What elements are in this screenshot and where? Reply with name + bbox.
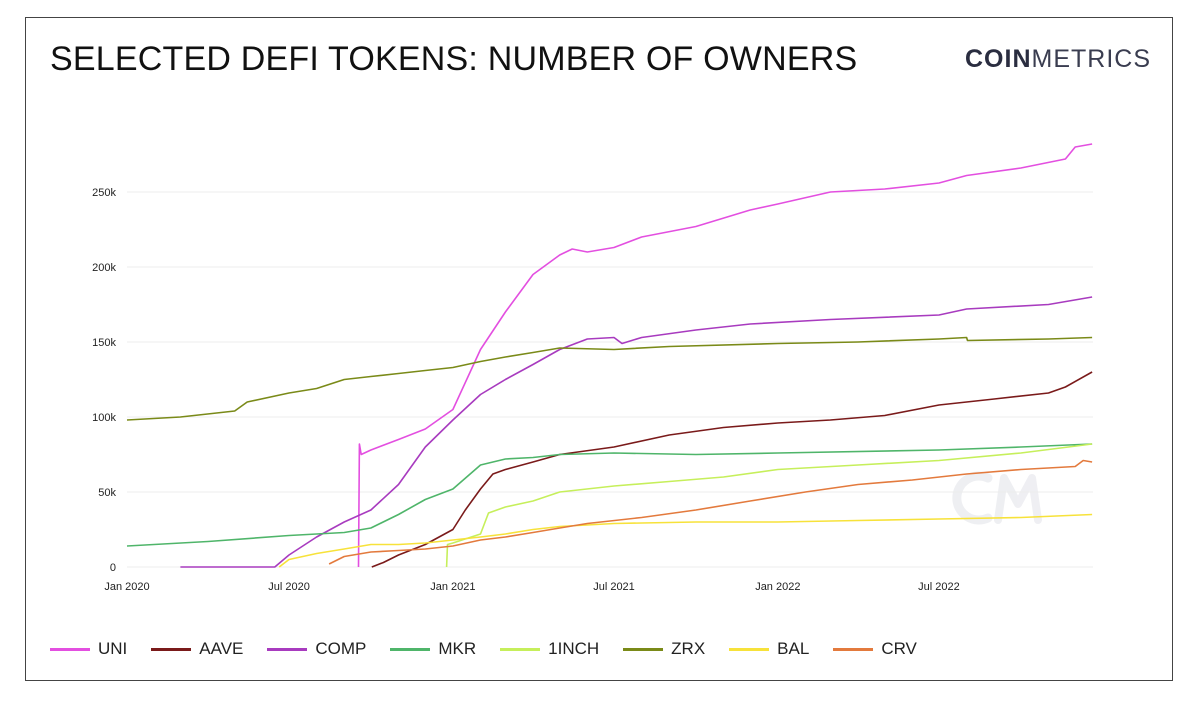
legend-item-1inch[interactable]: 1INCH xyxy=(500,639,599,659)
chart-title: SELECTED DEFI TOKENS: NUMBER OF OWNERS xyxy=(50,40,858,78)
x-tick-label: Jul 2020 xyxy=(268,581,310,593)
series-line-uni xyxy=(357,143,1093,568)
series-line-zrx xyxy=(126,336,1093,421)
legend-item-comp[interactable]: COMP xyxy=(267,639,366,659)
legend-item-bal[interactable]: BAL xyxy=(729,639,809,659)
legend-label: COMP xyxy=(315,639,367,658)
series-line-aave xyxy=(371,371,1093,568)
series-lines xyxy=(126,143,1093,568)
series-line-comp xyxy=(180,296,1093,568)
legend-swatch xyxy=(500,647,541,651)
legend-swatch xyxy=(833,647,874,651)
legend-label: CRV xyxy=(881,639,917,658)
x-tick-label: Jul 2022 xyxy=(918,581,960,593)
y-tick-label: 200k xyxy=(92,262,116,274)
series-line-crv xyxy=(328,459,1093,565)
x-tick-label: Jan 2021 xyxy=(430,581,475,593)
logo-light-text: METRICS xyxy=(1031,45,1151,73)
legend: UNI AAVE COMP MKR 1INCH ZRX BAL CRV xyxy=(50,638,941,660)
logo-bold-text: COIN xyxy=(965,45,1032,73)
legend-swatch xyxy=(729,647,770,651)
y-tick-label: 0 xyxy=(110,562,116,574)
legend-item-crv[interactable]: CRV xyxy=(833,639,917,659)
legend-item-zrx[interactable]: ZRX xyxy=(623,639,705,659)
y-tick-label: 50k xyxy=(98,487,116,499)
y-tick-label: 100k xyxy=(92,412,116,424)
legend-label: 1INCH xyxy=(548,639,600,658)
legend-label: UNI xyxy=(98,639,128,658)
cm-watermark xyxy=(952,471,1042,525)
legend-item-uni[interactable]: UNI xyxy=(50,639,127,659)
x-tick-label: Jan 2020 xyxy=(104,581,149,593)
series-line-mkr xyxy=(126,443,1093,547)
legend-item-mkr[interactable]: MKR xyxy=(390,639,476,659)
legend-label: MKR xyxy=(438,639,477,658)
legend-label: BAL xyxy=(777,639,810,658)
x-tick-label: Jan 2022 xyxy=(755,581,800,593)
y-tick-label: 150k xyxy=(92,337,116,349)
legend-swatch xyxy=(50,647,90,651)
legend-swatch xyxy=(623,647,664,651)
legend-swatch xyxy=(151,647,192,651)
series-line-1inch xyxy=(445,443,1093,568)
x-axis: Jan 2020 Jul 2020 Jan 2021 Jul 2021 Jan 2022… xyxy=(104,581,959,593)
legend-swatch xyxy=(267,647,308,651)
series-line-bal xyxy=(278,513,1093,568)
y-tick-label: 250k xyxy=(92,187,116,199)
gridlines xyxy=(127,191,1093,568)
x-tick-label: Jul 2021 xyxy=(593,581,635,593)
legend-label: ZRX xyxy=(671,639,706,658)
legend-label: AAVE xyxy=(199,639,244,658)
y-axis: 0 50k 100k 150k 200k 250k xyxy=(92,187,116,574)
legend-swatch xyxy=(390,647,431,651)
legend-item-aave[interactable]: AAVE xyxy=(151,639,243,659)
coinmetrics-logo: COINMETRICS xyxy=(965,45,1151,74)
